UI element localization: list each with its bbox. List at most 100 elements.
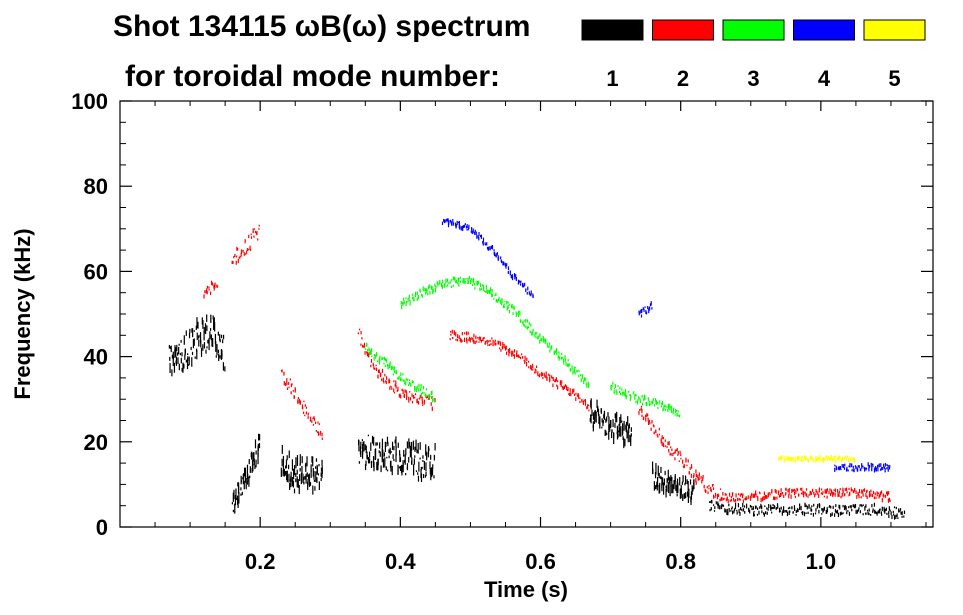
spectral-point	[472, 277, 475, 282]
spectral-point	[780, 506, 782, 510]
spectral-point	[283, 381, 285, 386]
spectral-point	[674, 474, 676, 482]
spectral-point	[823, 457, 825, 461]
spectral-point	[180, 339, 182, 343]
spectral-point	[497, 340, 499, 345]
spectral-point	[830, 489, 833, 494]
spectral-point	[408, 438, 410, 449]
spectral-point	[645, 310, 647, 314]
spectral-point	[849, 505, 851, 508]
spectral-point	[855, 490, 857, 495]
spectral-point	[372, 456, 375, 468]
spectral-point	[410, 446, 412, 458]
spectral-point	[614, 422, 616, 428]
spectral-point	[373, 366, 375, 370]
spectral-point	[414, 291, 417, 296]
spectral-point	[678, 414, 681, 417]
spectral-point	[503, 343, 505, 346]
spectral-point	[258, 443, 261, 449]
chart-title-line2: for toroidal mode number:	[125, 60, 500, 93]
spectral-point	[874, 509, 876, 514]
spectral-point	[399, 450, 401, 456]
spectral-point	[299, 400, 302, 405]
y-tick-label: 60	[84, 259, 108, 284]
spectral-point	[513, 349, 516, 353]
spectral-point	[196, 348, 198, 353]
spectral-point	[375, 354, 377, 359]
spectral-point	[307, 416, 309, 419]
spectral-point	[804, 457, 806, 460]
spectral-point	[372, 362, 374, 366]
spectral-point	[293, 488, 296, 494]
spectral-point	[865, 467, 868, 470]
spectral-point	[434, 288, 437, 293]
spectral-point	[251, 460, 254, 471]
spectral-point	[299, 463, 301, 466]
spectral-point	[667, 441, 669, 445]
spectral-point	[378, 369, 380, 374]
spectral-point	[408, 456, 410, 463]
spectral-point	[475, 335, 477, 340]
spectral-point	[839, 505, 841, 510]
spectral-point	[671, 448, 673, 451]
spectral-point	[803, 491, 805, 495]
spectral-point	[557, 355, 559, 359]
spectral-point	[836, 509, 839, 514]
spectral-point	[469, 339, 471, 343]
spectral-point	[474, 287, 476, 290]
spectral-point	[871, 504, 873, 508]
spectral-point	[860, 496, 862, 499]
spectral-point	[733, 508, 736, 512]
spectral-point	[509, 271, 511, 276]
spectral-point	[646, 413, 648, 418]
spectral-point	[546, 376, 548, 381]
spectral-point	[820, 488, 823, 491]
spectral-point	[887, 491, 890, 495]
spectral-point	[525, 289, 527, 293]
spectral-point	[286, 455, 288, 461]
spectral-point	[543, 372, 545, 376]
spectral-point	[411, 441, 413, 451]
spectral-point	[775, 507, 777, 511]
spectral-point	[385, 380, 387, 385]
spectral-point	[383, 356, 386, 361]
spectral-point	[284, 465, 287, 469]
spectral-point	[800, 505, 802, 511]
spectral-point	[720, 505, 723, 510]
spectral-point	[662, 408, 664, 412]
spectral-point	[620, 426, 622, 437]
spectral-point	[388, 455, 390, 459]
spectral-point	[495, 342, 497, 346]
spectral-point	[411, 393, 413, 397]
spectral-point	[177, 357, 179, 365]
spectral-point	[222, 362, 225, 371]
spectral-point	[573, 388, 575, 393]
spectral-point	[311, 420, 313, 423]
spectral-point	[242, 473, 244, 485]
spectral-point	[530, 290, 532, 295]
spectral-point	[535, 336, 537, 339]
spectral-point	[850, 457, 852, 460]
spectral-point	[420, 384, 422, 389]
spectral-point	[676, 485, 678, 494]
spectral-point	[299, 454, 301, 465]
spectral-point	[667, 469, 669, 481]
spectral-point	[893, 515, 896, 520]
spectral-point	[500, 299, 502, 305]
spectral-point	[473, 339, 475, 344]
spectral-point	[793, 505, 796, 510]
spectral-point	[446, 285, 448, 288]
spectral-point	[233, 489, 235, 500]
spectral-point	[239, 255, 241, 259]
spectral-point	[501, 345, 504, 350]
spectral-point	[657, 435, 659, 438]
spectral-point	[727, 499, 729, 504]
spectral-point	[178, 363, 180, 371]
spectral-point	[878, 508, 881, 514]
spectral-point	[730, 499, 732, 502]
spectral-point	[316, 477, 318, 484]
spectral-point	[508, 309, 511, 314]
spectral-point	[666, 445, 668, 448]
spectral-point	[581, 375, 583, 380]
